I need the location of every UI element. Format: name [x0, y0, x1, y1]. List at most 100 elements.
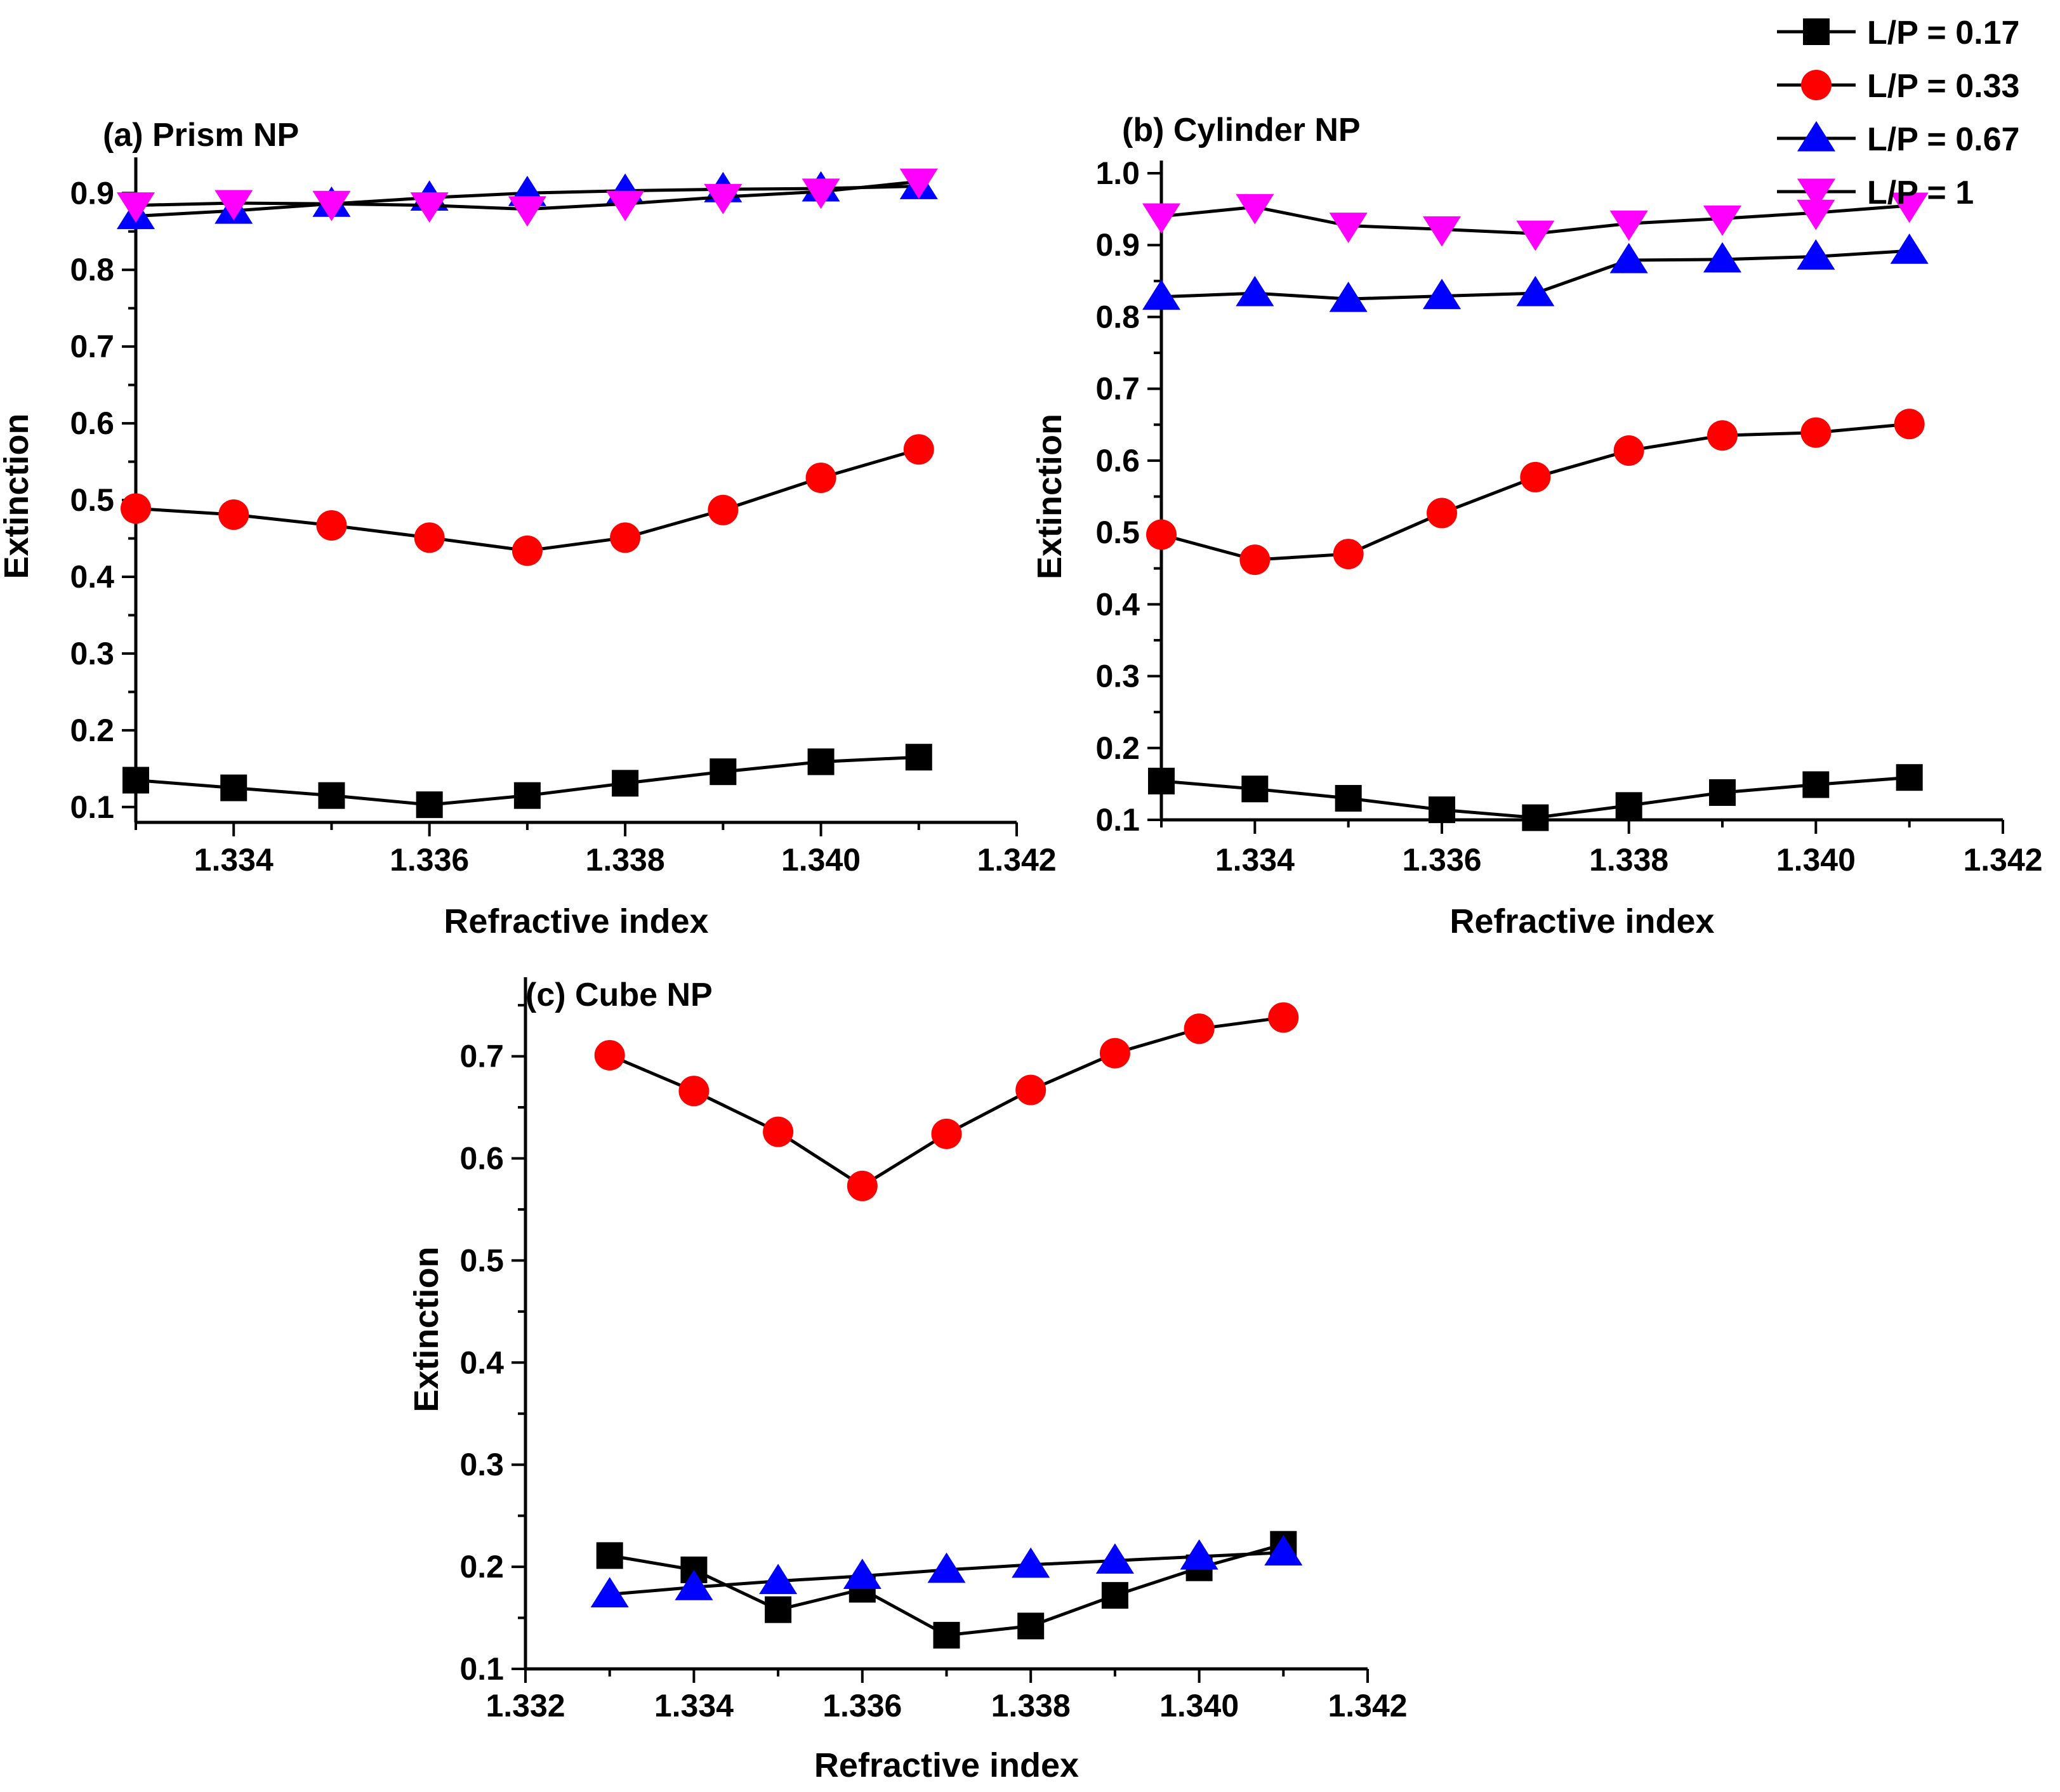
x-axis-title: Refractive index [1449, 902, 1714, 940]
data-point: L/P = 0.17: (1.334, 0.143) [1241, 775, 1269, 803]
legend-marker [1797, 178, 1836, 209]
data-point: L/P = 0.33: (1.341, 0.566) [903, 434, 934, 465]
data-point: L/P = 0.67: (1.335, 0.186) [759, 1564, 798, 1595]
panel-title: (c) Cube NP [525, 977, 713, 1013]
data-point: L/P = 0.33: (1.338, 0.451) [610, 522, 641, 553]
panel-b: (b) Cylinder NP 1.334 1.336 1.338 1.340 1.342… [1031, 112, 2043, 940]
data-point: L/P = 0.67: (1.338, 0.202) [1012, 1547, 1050, 1578]
x-tick-label: 1.336 [1402, 842, 1481, 878]
x-tick-label: 1.336 [822, 1688, 902, 1723]
y-tick-label: 0.4 [70, 559, 114, 595]
x-tick-label: 1.340 [1776, 842, 1856, 878]
legend: L/P = 0.17 L/P = 0.33 L/P = 0.67 L/P = 1 [1777, 15, 2019, 211]
data-point: L/P = 0.67: (1.34, 0.21) [1180, 1539, 1218, 1570]
data-point: L/P = 1: (1.338, 0.93) [1609, 210, 1648, 241]
y-axis-title: Extinction [407, 1246, 446, 1412]
data-point: L/P = 1: (1.337, 0.879) [508, 196, 546, 227]
series-l-p-0-67: L/P = 0.67: (1.333, 0.828) L/P = 0.67: (1… [1142, 233, 1929, 312]
y-tick-label: 0.4 [459, 1345, 504, 1380]
y-tick-label: 0.3 [459, 1447, 504, 1482]
data-point: L/P = 1: (1.336, 0.922) [1422, 216, 1462, 247]
data-point: L/P = 1: (1.333, 0.884) [116, 192, 155, 223]
data-point: L/P = 0.33: (1.335, 0.47) [1333, 539, 1364, 570]
data-point: L/P = 0.67: (1.335, 0.825) [1329, 281, 1368, 312]
data-point: L/P = 1: (1.334, 0.887) [215, 190, 253, 221]
y-tick-label: 0.9 [1095, 227, 1140, 263]
series-l-p-0-33: L/P = 0.33: (1.333, 0.497) L/P = 0.33: (1… [1146, 409, 1925, 576]
y-tick-label: 0.2 [70, 713, 114, 748]
legend-item: L/P = 0.67 [1777, 121, 2019, 158]
data-point: L/P = 0.67: (1.336, 0.191) [843, 1558, 881, 1590]
x-tick-label: 1.342 [977, 842, 1056, 878]
data-point: L/P = 0.67: (1.334, 0.18) [675, 1569, 713, 1600]
data-point: L/P = 0.17: (1.337, 0.115) [513, 782, 541, 809]
x-tick-label: 1.336 [390, 842, 469, 878]
data-point: L/P = 0.17: (1.333, 0.154) [1148, 767, 1175, 794]
y-axis-title: Extinction [1031, 414, 1069, 579]
data-point: L/P = 0.17: (1.339, 0.138) [1709, 779, 1736, 806]
legend-marker [1803, 18, 1830, 45]
data-point: L/P = 0.33: (1.339, 0.635) [1707, 420, 1738, 451]
series-l-p-0-33: L/P = 0.33: (1.333, 0.701) L/P = 0.33: (1… [594, 1002, 1299, 1201]
y-tick-label: 0.5 [1095, 515, 1140, 550]
data-point: L/P = 0.33: (1.34, 0.727) [1184, 1013, 1215, 1044]
data-point: L/P = 0.17: (1.336, 0.114) [1429, 796, 1455, 824]
data-point: L/P = 0.17: (1.334, 0.125) [220, 774, 248, 801]
data-point: L/P = 0.17: (1.337, 0.103) [1522, 804, 1549, 831]
y-tick-label: 0.7 [459, 1039, 504, 1074]
x-tick-label: 1.342 [1328, 1688, 1407, 1723]
y-tick-label: 0.3 [70, 636, 114, 671]
data-point: L/P = 1: (1.338, 0.886) [606, 190, 645, 221]
data-point: L/P = 0.33: (1.341, 0.738) [1268, 1002, 1299, 1033]
x-tick-label: 1.332 [485, 1688, 565, 1723]
y-tick-label: 0.9 [70, 175, 114, 211]
legend-item: L/P = 0.17 [1777, 15, 2019, 51]
y-tick-label: 0.2 [459, 1549, 504, 1584]
data-point: L/P = 0.33: (1.337, 0.577) [1520, 461, 1551, 492]
legend-label: L/P = 1 [1867, 175, 1974, 211]
data-point: L/P = 1: (1.34, 0.945) [1797, 199, 1835, 230]
x-axis-title: Refractive index [814, 1746, 1079, 1784]
data-point: L/P = 0.17: (1.335, 0.158) [765, 1596, 792, 1623]
data-point: L/P = 0.17: (1.338, 0.12) [1615, 792, 1642, 819]
data-point: L/P = 0.67: (1.337, 0.197) [927, 1552, 966, 1583]
data-point: L/P = 0.33: (1.341, 0.651) [1894, 409, 1925, 440]
y-tick-label: 0.7 [70, 329, 114, 364]
data-point: L/P = 0.17: (1.34, 0.159) [807, 748, 835, 775]
y-tick-label: 0.8 [70, 252, 114, 287]
data-point: L/P = 0.17: (1.339, 0.172) [1101, 1582, 1128, 1609]
data-point: L/P = 1: (1.335, 0.927) [1329, 213, 1368, 243]
data-point: L/P = 0.33: (1.34, 0.639) [1800, 417, 1832, 448]
y-tick-label: 0.6 [459, 1140, 504, 1176]
series-l-p-0-17: L/P = 0.17: (1.333, 0.135) L/P = 0.17: (1… [122, 744, 932, 819]
data-point: L/P = 0.17: (1.338, 0.142) [1017, 1612, 1045, 1640]
data-point: L/P = 0.33: (1.336, 0.527) [1427, 497, 1457, 529]
data-point: L/P = 0.17: (1.333, 0.135) [122, 767, 149, 794]
data-point: L/P = 0.67: (1.333, 0.173) [590, 1577, 629, 1608]
y-axis-title: Extinction [0, 413, 36, 579]
y-tick-label: 0.7 [1095, 371, 1140, 407]
x-tick-label: 1.334 [1215, 842, 1295, 878]
data-point: L/P = 0.17: (1.338, 0.131) [612, 770, 639, 797]
data-point: L/P = 1: (1.336, 0.884) [410, 192, 449, 223]
data-point: L/P = 0.33: (1.339, 0.703) [1099, 1038, 1130, 1069]
data-point: L/P = 0.67: (1.334, 0.833) [1236, 275, 1274, 306]
y-tick-label: 0.5 [70, 482, 114, 518]
x-axis-title: Refractive index [444, 902, 708, 940]
data-point: L/P = 0.33: (1.333, 0.497) [1146, 519, 1177, 550]
data-point: L/P = 0.33: (1.337, 0.434) [512, 535, 543, 566]
data-point: L/P = 0.67: (1.337, 0.833) [1516, 275, 1555, 306]
panel-title: (b) Cylinder NP [1122, 112, 1361, 148]
data-point: L/P = 0.67: (1.336, 0.829) [1422, 279, 1462, 310]
data-point: L/P = 1: (1.335, 0.886) [312, 190, 351, 221]
series-l-p-1: L/P = 1: (1.333, 0.884) L/P = 1: (1.334, … [116, 168, 938, 227]
data-point: L/P = 0.33: (1.334, 0.666) [678, 1076, 710, 1107]
series-l-p-0-67: L/P = 0.67: (1.333, 0.173) L/P = 0.67: (1… [590, 1535, 1303, 1608]
data-point: L/P = 0.33: (1.337, 0.624) [931, 1118, 962, 1149]
legend-marker [1801, 70, 1832, 100]
data-point: L/P = 0.67: (1.339, 0.88) [1703, 242, 1742, 273]
data-point: L/P = 0.67: (1.339, 0.206) [1095, 1543, 1134, 1574]
y-tick-label: 0.1 [70, 789, 114, 825]
data-point: L/P = 1: (1.333, 0.94) [1142, 203, 1181, 234]
